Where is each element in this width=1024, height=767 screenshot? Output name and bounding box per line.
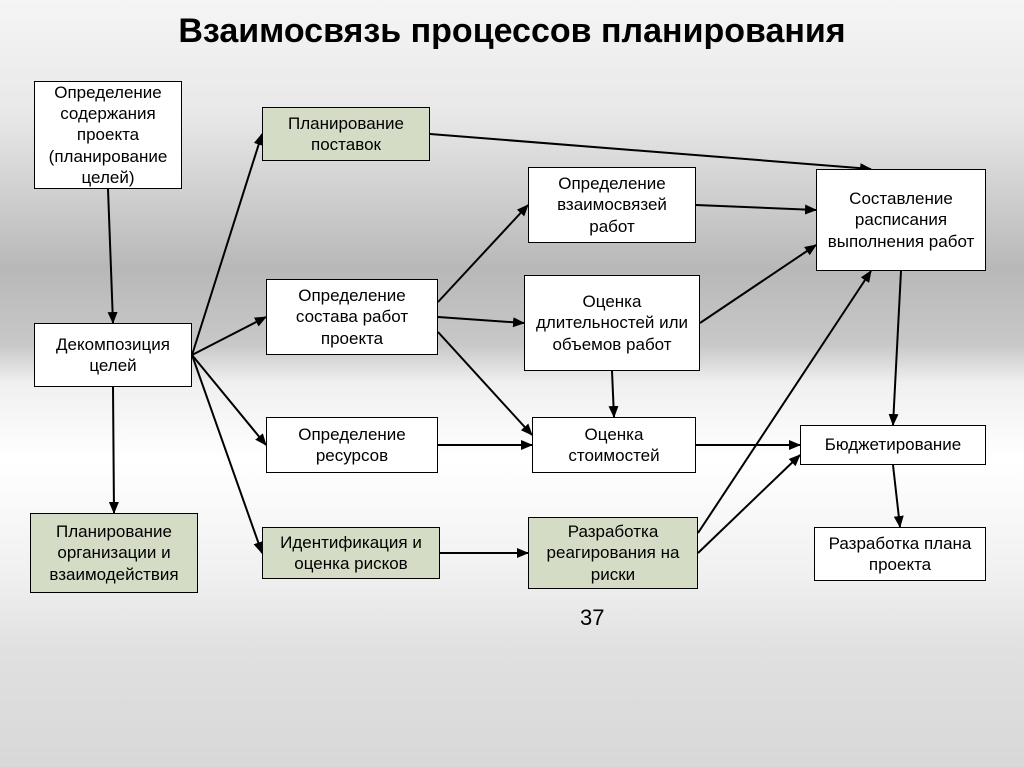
edge-n4-n10 — [893, 271, 901, 425]
node-n14: Разработка плана проекта — [814, 527, 986, 581]
edge-n6-n3 — [438, 205, 528, 302]
page-title: Взаимосвязь процессов планирования — [0, 0, 1024, 59]
edge-n1-n5 — [108, 189, 113, 323]
edge-n2-n4 — [430, 134, 871, 169]
node-n3: Определение взаимосвязей работ — [528, 167, 696, 243]
edge-n6-n9 — [438, 332, 532, 435]
node-n4: Составление расписания выполнения работ — [816, 169, 986, 271]
edge-n7-n4 — [700, 245, 816, 323]
edge-n13-n4 — [698, 271, 871, 533]
node-n2: Планирование поставок — [262, 107, 430, 161]
node-n12: Идентификация и оценка рисков — [262, 527, 440, 579]
node-n10: Бюджетирование — [800, 425, 986, 465]
edge-n13-n10 — [698, 455, 800, 553]
edge-n7-n9 — [612, 371, 614, 417]
node-n13: Разработка реагирования на риски — [528, 517, 698, 589]
node-n11: Планирование организации и взаимодействи… — [30, 513, 198, 593]
node-n6: Определение состава работ проекта — [266, 279, 438, 355]
edge-n5-n2 — [192, 134, 262, 355]
node-n1: Определение содержания проекта (планиров… — [34, 81, 182, 189]
node-n9: Оценка стоимостей — [532, 417, 696, 473]
diagram-canvas: Определение содержания проекта (планиров… — [0, 59, 1024, 759]
page-number: 37 — [580, 605, 604, 631]
edge-n10-n14 — [893, 465, 900, 527]
edge-n3-n4 — [696, 205, 816, 210]
node-n5: Декомпозиция целей — [34, 323, 192, 387]
node-n8: Определение ресурсов — [266, 417, 438, 473]
edge-n5-n6 — [192, 317, 266, 355]
edge-n6-n7 — [438, 317, 524, 323]
node-n7: Оценка длительностей или объемов работ — [524, 275, 700, 371]
edge-n5-n11 — [113, 387, 114, 513]
edge-n5-n12 — [192, 355, 262, 553]
edge-n5-n8 — [192, 355, 266, 445]
